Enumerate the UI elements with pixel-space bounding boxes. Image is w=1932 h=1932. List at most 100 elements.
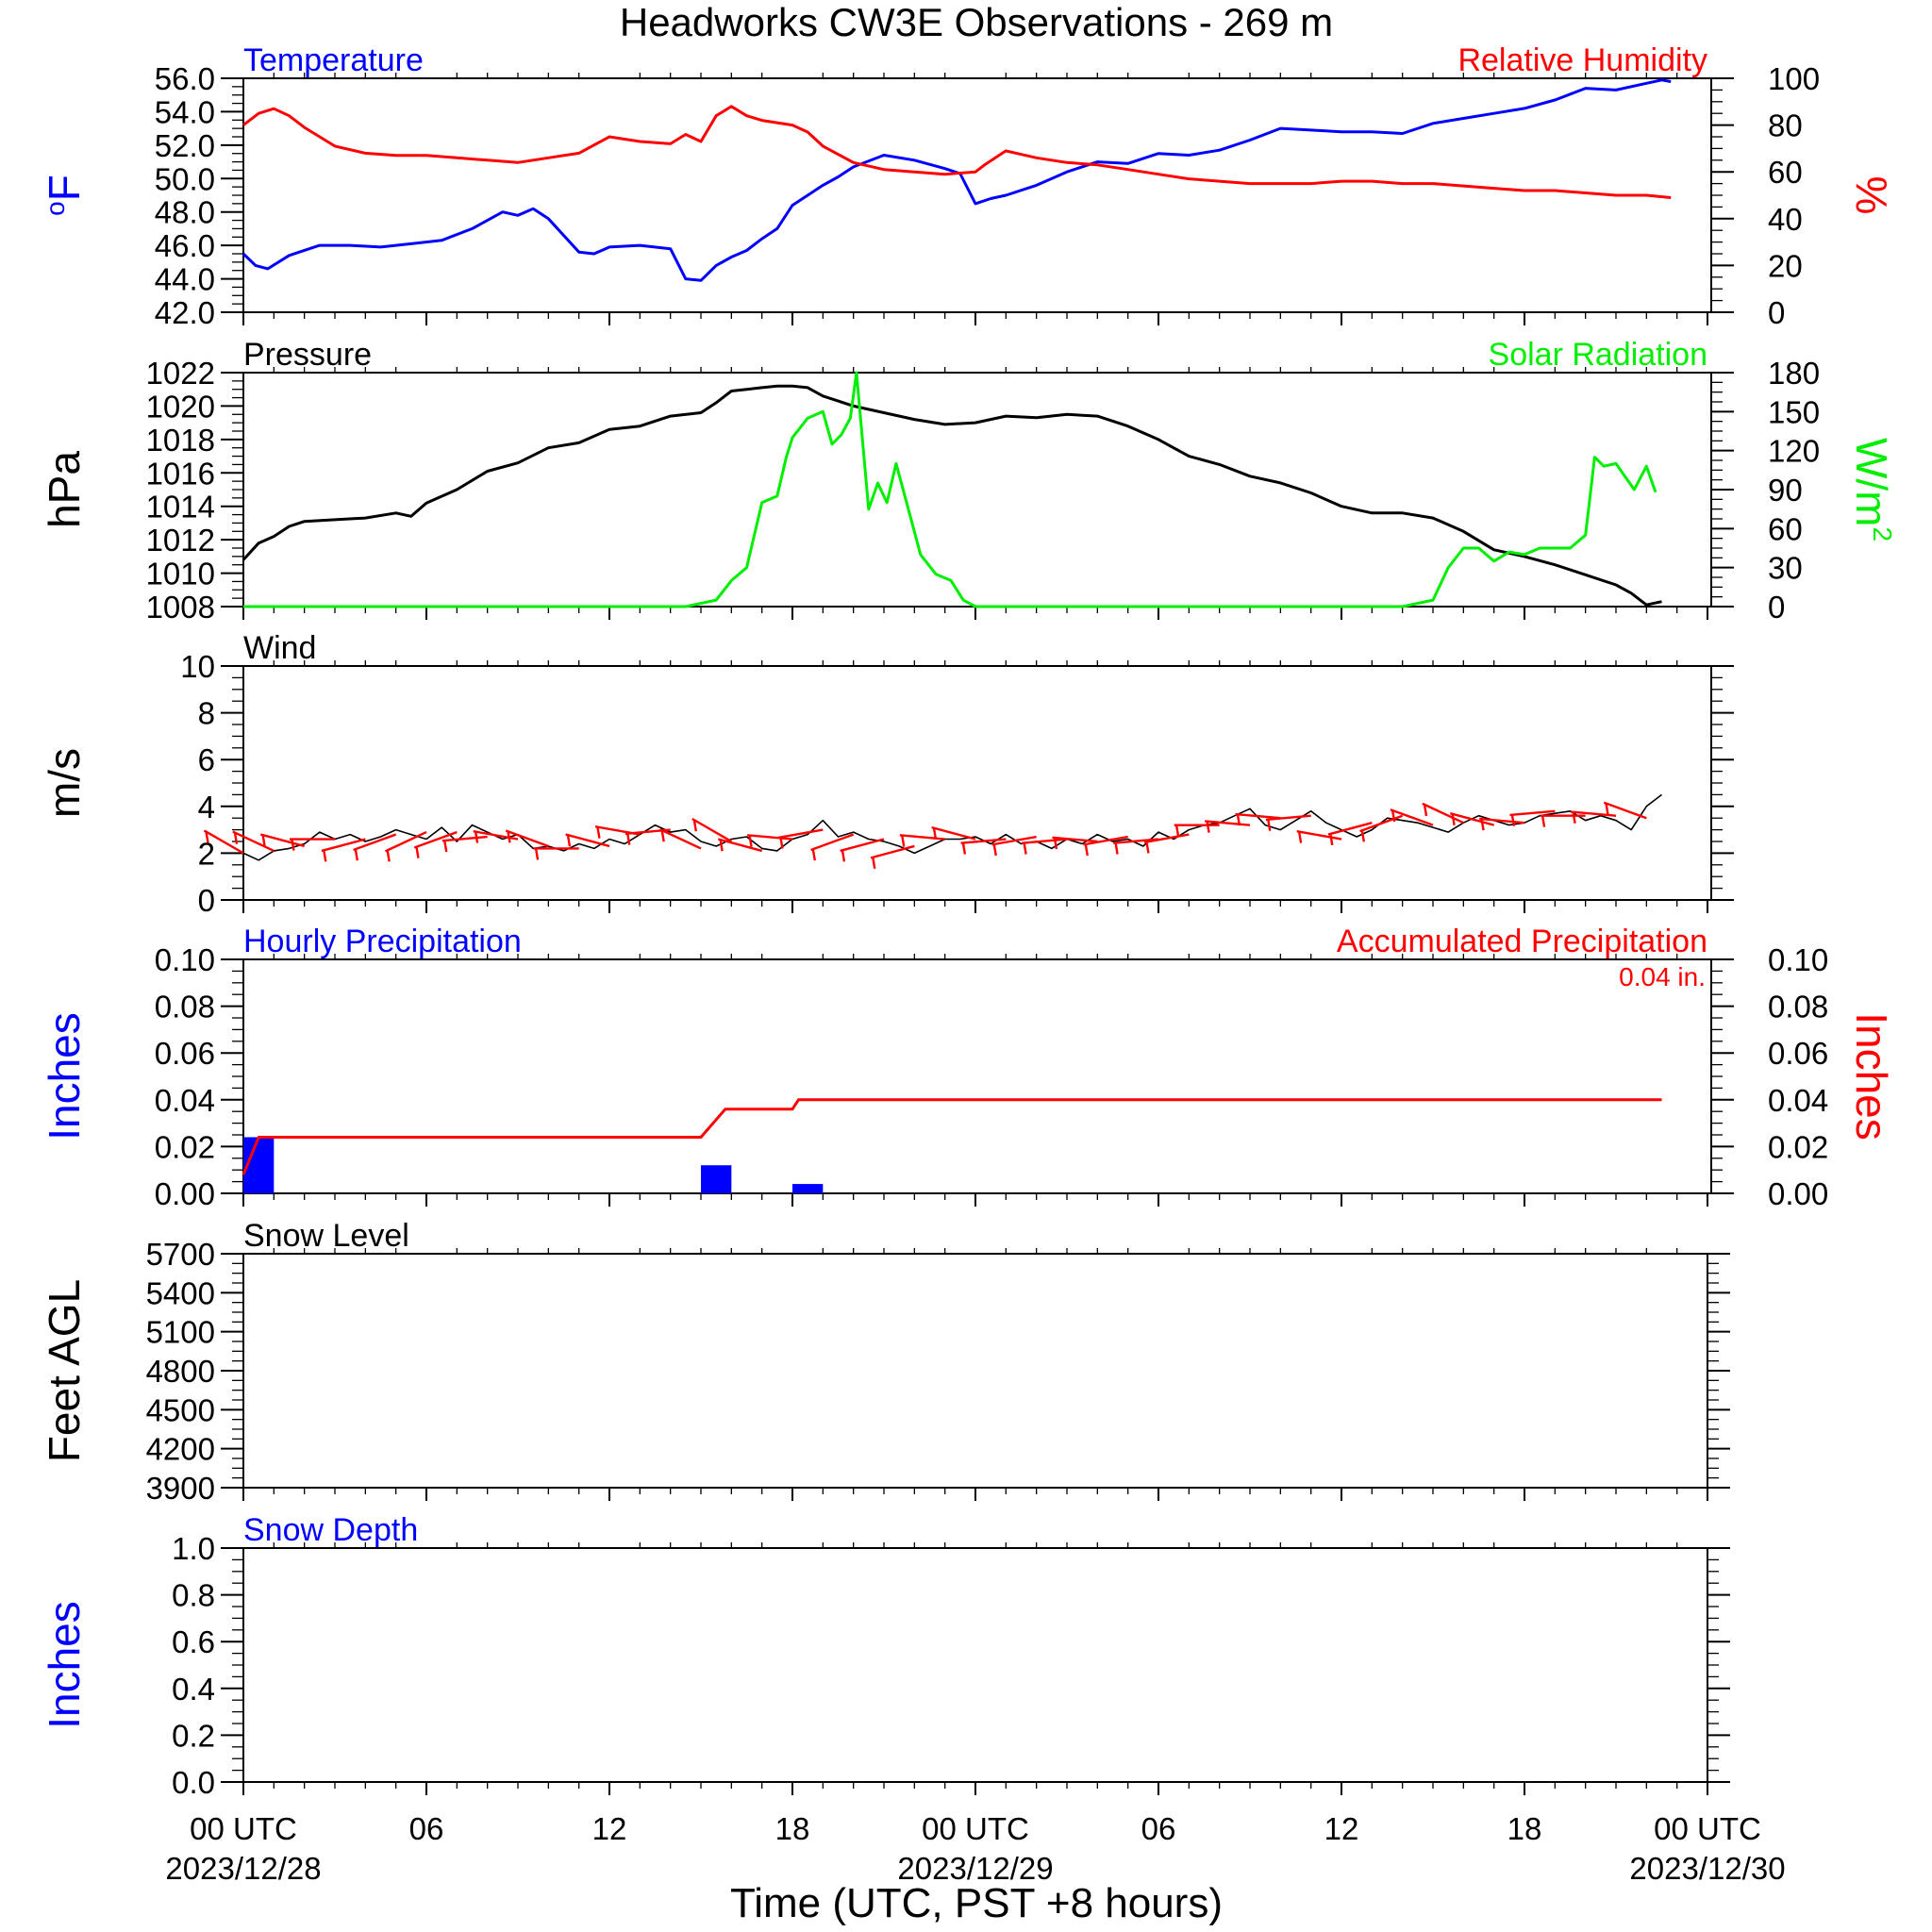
y-tick-label-right: 0.00 xyxy=(1768,1176,1828,1211)
right-unit-label: W/m2 xyxy=(1847,438,1897,541)
left-unit-label: oF xyxy=(40,175,89,216)
y-tick-label: 0.04 xyxy=(155,1083,215,1118)
panel-temperature_rh: 42.044.046.048.050.052.054.056.0 0 20 40 60 8… xyxy=(40,42,1896,330)
wind-barb xyxy=(203,829,244,855)
y-tick-label: 42.0 xyxy=(155,295,215,330)
y-tick-label: 5700 xyxy=(146,1237,215,1272)
panel-frame xyxy=(242,1547,1708,1783)
wind-barb xyxy=(1479,817,1525,831)
y-tick-label: 1.0 xyxy=(172,1531,215,1566)
left-y-axis: 0.00 0.02 0.04 0.06 0.08 0.10 xyxy=(155,942,243,1211)
y-tick-label: 0.08 xyxy=(155,990,215,1024)
date-tick-label: 2023/12/30 xyxy=(1629,1851,1785,1886)
wind-barb xyxy=(321,838,366,862)
date-tick-label: 2023/12/29 xyxy=(897,1851,1053,1886)
panel-label-left: Snow Level xyxy=(243,1218,409,1254)
time-axis: 00 UTC 2023/12/28 06 12 18 00 UTC 2023/12/29 06… xyxy=(165,1811,1785,1886)
y-tick-label: 0.8 xyxy=(172,1578,215,1613)
y-tick-label: 56.0 xyxy=(155,61,215,96)
y-tick-label-right: 0 xyxy=(1768,590,1785,625)
series-line-blue xyxy=(242,78,1672,282)
panel-frame xyxy=(242,665,1712,901)
wind-barb xyxy=(1422,802,1464,824)
wind-barb xyxy=(899,834,945,847)
left-unit-label: hPa xyxy=(40,451,89,528)
y-tick-label-right: 60 xyxy=(1768,511,1803,546)
y-tick-label: 1022 xyxy=(146,356,215,391)
wind-barb xyxy=(1449,812,1494,826)
y-tick-label: 1008 xyxy=(146,590,215,625)
y-tick-label-right: 150 xyxy=(1768,394,1820,429)
left-y-axis: 0.0 0.2 0.4 0.6 0.8 1.0 xyxy=(172,1531,243,1800)
y-tick-label: 48.0 xyxy=(155,195,215,230)
wind-barb xyxy=(1174,824,1220,837)
wind-barb xyxy=(870,844,915,869)
y-tick-label-right: 80 xyxy=(1768,108,1803,143)
y-tick-label-right: 40 xyxy=(1768,202,1803,237)
wind-barb xyxy=(810,833,855,861)
wind-barb xyxy=(413,830,458,858)
time-tick-label: 00 UTC xyxy=(1654,1811,1761,1846)
y-tick-label: 2 xyxy=(198,836,215,871)
left-y-axis: 0 2 4 6 8 10 xyxy=(180,649,243,918)
wind-barb xyxy=(1327,822,1373,846)
y-tick-label: 1010 xyxy=(146,557,215,591)
wind-barb xyxy=(1359,814,1404,842)
time-tick-label: 18 xyxy=(775,1811,810,1846)
wind-barb xyxy=(960,838,1007,855)
y-tick-label: 0.10 xyxy=(155,942,215,977)
wind-barb xyxy=(931,825,976,841)
x-ticks xyxy=(242,73,1708,325)
y-tick-label: 4500 xyxy=(146,1392,215,1427)
wind-barb xyxy=(259,833,305,848)
panel-label-right: Relative Humidity xyxy=(1457,42,1707,78)
right-y-axis: 0 20 40 60 80 100 xyxy=(1711,61,1820,330)
panel-label-left: Temperature xyxy=(243,42,424,78)
left-unit-label: Inches xyxy=(40,1601,89,1729)
y-tick-label-right: 0 xyxy=(1768,295,1785,330)
y-tick-label-right: 0.10 xyxy=(1768,942,1828,977)
series-line-red xyxy=(242,1098,1662,1175)
panels: 42.044.046.048.050.052.054.056.002040608… xyxy=(40,42,1897,1800)
date-tick-label: 2023/12/28 xyxy=(165,1851,321,1886)
panel-precipitation: 0.00 0.02 0.04 0.06 0.08 0.10 0.00 0.02 0.04 0.06… xyxy=(40,924,1896,1211)
wind-barb xyxy=(1022,838,1068,855)
series-line-black xyxy=(242,384,1662,607)
wind-barb xyxy=(1540,814,1586,827)
right-y-axis: 0.00 0.02 0.04 0.06 0.08 0.10 xyxy=(1711,942,1828,1211)
x-ticks xyxy=(242,1248,1708,1501)
series-line-red xyxy=(242,105,1672,199)
wind-barb xyxy=(232,830,275,853)
wind-barb xyxy=(1083,835,1128,857)
panel-snow_depth: 0.0 0.2 0.4 0.6 0.8 1.0 Snow Depth Inches xyxy=(40,1512,1730,1800)
wind-barb xyxy=(747,834,793,847)
y-tick-label-right: 100 xyxy=(1768,61,1820,96)
y-tick-label: 0.06 xyxy=(155,1036,215,1071)
accumulated-total: 0.04 in. xyxy=(1619,962,1706,991)
time-tick-label: 18 xyxy=(1507,1811,1542,1846)
x-ticks xyxy=(242,660,1708,913)
wind-barb xyxy=(565,833,610,848)
y-tick-label: 6 xyxy=(198,742,215,777)
y-tick-label: 4200 xyxy=(146,1432,215,1467)
y-tick-label-right: 60 xyxy=(1768,155,1803,190)
wind-barb xyxy=(505,829,549,848)
y-tick-label: 0.2 xyxy=(172,1718,215,1753)
series-line-black xyxy=(242,793,1662,861)
y-tick-label: 0 xyxy=(198,883,215,918)
y-tick-label-right: 30 xyxy=(1768,551,1803,586)
y-tick-label: 0.02 xyxy=(155,1129,215,1164)
y-tick-label-right: 90 xyxy=(1768,473,1803,508)
wind-barbs xyxy=(203,801,1647,869)
panel-label-left: Wind xyxy=(243,630,316,666)
wind-barb xyxy=(1571,810,1617,824)
wind-barb xyxy=(384,830,427,862)
y-tick-label-right: 180 xyxy=(1768,356,1820,391)
y-tick-label: 10 xyxy=(180,649,215,684)
precip-bar xyxy=(701,1165,732,1193)
y-tick-label: 0.00 xyxy=(155,1176,215,1211)
series-line-green xyxy=(243,371,1657,608)
